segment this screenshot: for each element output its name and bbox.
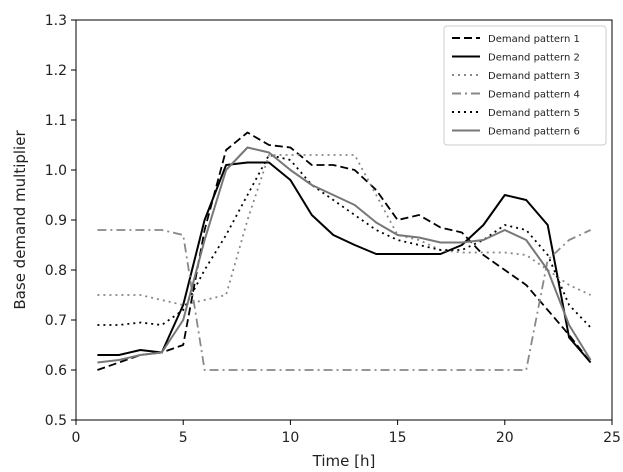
x-tick-label: 10 <box>281 430 299 446</box>
y-tick-label: 1.2 <box>45 63 67 79</box>
series-line-4 <box>97 229 591 371</box>
series-layer <box>97 131 592 371</box>
y-axis-label: Base demand multiplier <box>11 130 29 310</box>
ticks-layer: 0 5 10 15 20 25 0.5 0.6 0.7 0.8 0.9 1.0 1.1 1.2 1.3 <box>45 13 621 446</box>
legend-label-6: Demand pattern 6 <box>488 127 580 138</box>
legend-label-5: Demand pattern 5 <box>488 108 580 119</box>
series-line-2 <box>97 161 592 364</box>
x-tick-label: 25 <box>603 430 621 446</box>
legend: Demand pattern 1 Demand pattern 2 Demand p… <box>443 25 607 146</box>
y-tick-label: 0.6 <box>45 363 67 379</box>
x-tick-label: 15 <box>389 430 407 446</box>
series-line-6 <box>97 146 592 364</box>
y-tick-label: 1.3 <box>45 13 67 29</box>
legend-label-2: Demand pattern 2 <box>488 53 580 64</box>
legend-label-3: Demand pattern 3 <box>488 71 580 82</box>
y-tick-label: 0.9 <box>45 213 67 229</box>
x-tick-label: 5 <box>179 430 188 446</box>
y-tick-label: 0.5 <box>45 413 67 429</box>
y-tick-label: 1.1 <box>45 113 67 129</box>
x-axis-label: Time [h] <box>312 452 376 470</box>
legend-label-4: Demand pattern 4 <box>488 90 580 101</box>
legend-label-1: Demand pattern 1 <box>488 34 580 45</box>
x-tick-label: 20 <box>496 430 514 446</box>
x-tick-label: 0 <box>72 430 81 446</box>
y-tick-label: 0.7 <box>45 313 67 329</box>
y-tick-label: 1.0 <box>45 163 67 179</box>
y-tick-label: 0.8 <box>45 263 67 279</box>
legend-box <box>443 25 607 146</box>
series-line-1 <box>97 131 592 371</box>
